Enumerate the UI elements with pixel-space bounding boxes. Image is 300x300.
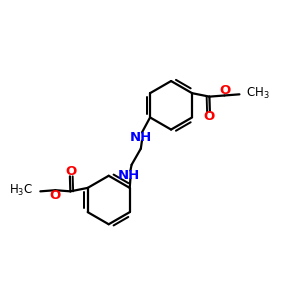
Text: O: O bbox=[204, 110, 215, 123]
Text: O: O bbox=[65, 165, 76, 178]
Text: H$_3$C: H$_3$C bbox=[9, 183, 33, 198]
Text: CH$_3$: CH$_3$ bbox=[246, 86, 270, 101]
Text: NH: NH bbox=[118, 169, 140, 182]
Text: O: O bbox=[50, 189, 61, 202]
Text: O: O bbox=[219, 84, 230, 97]
Text: NH: NH bbox=[130, 131, 152, 144]
